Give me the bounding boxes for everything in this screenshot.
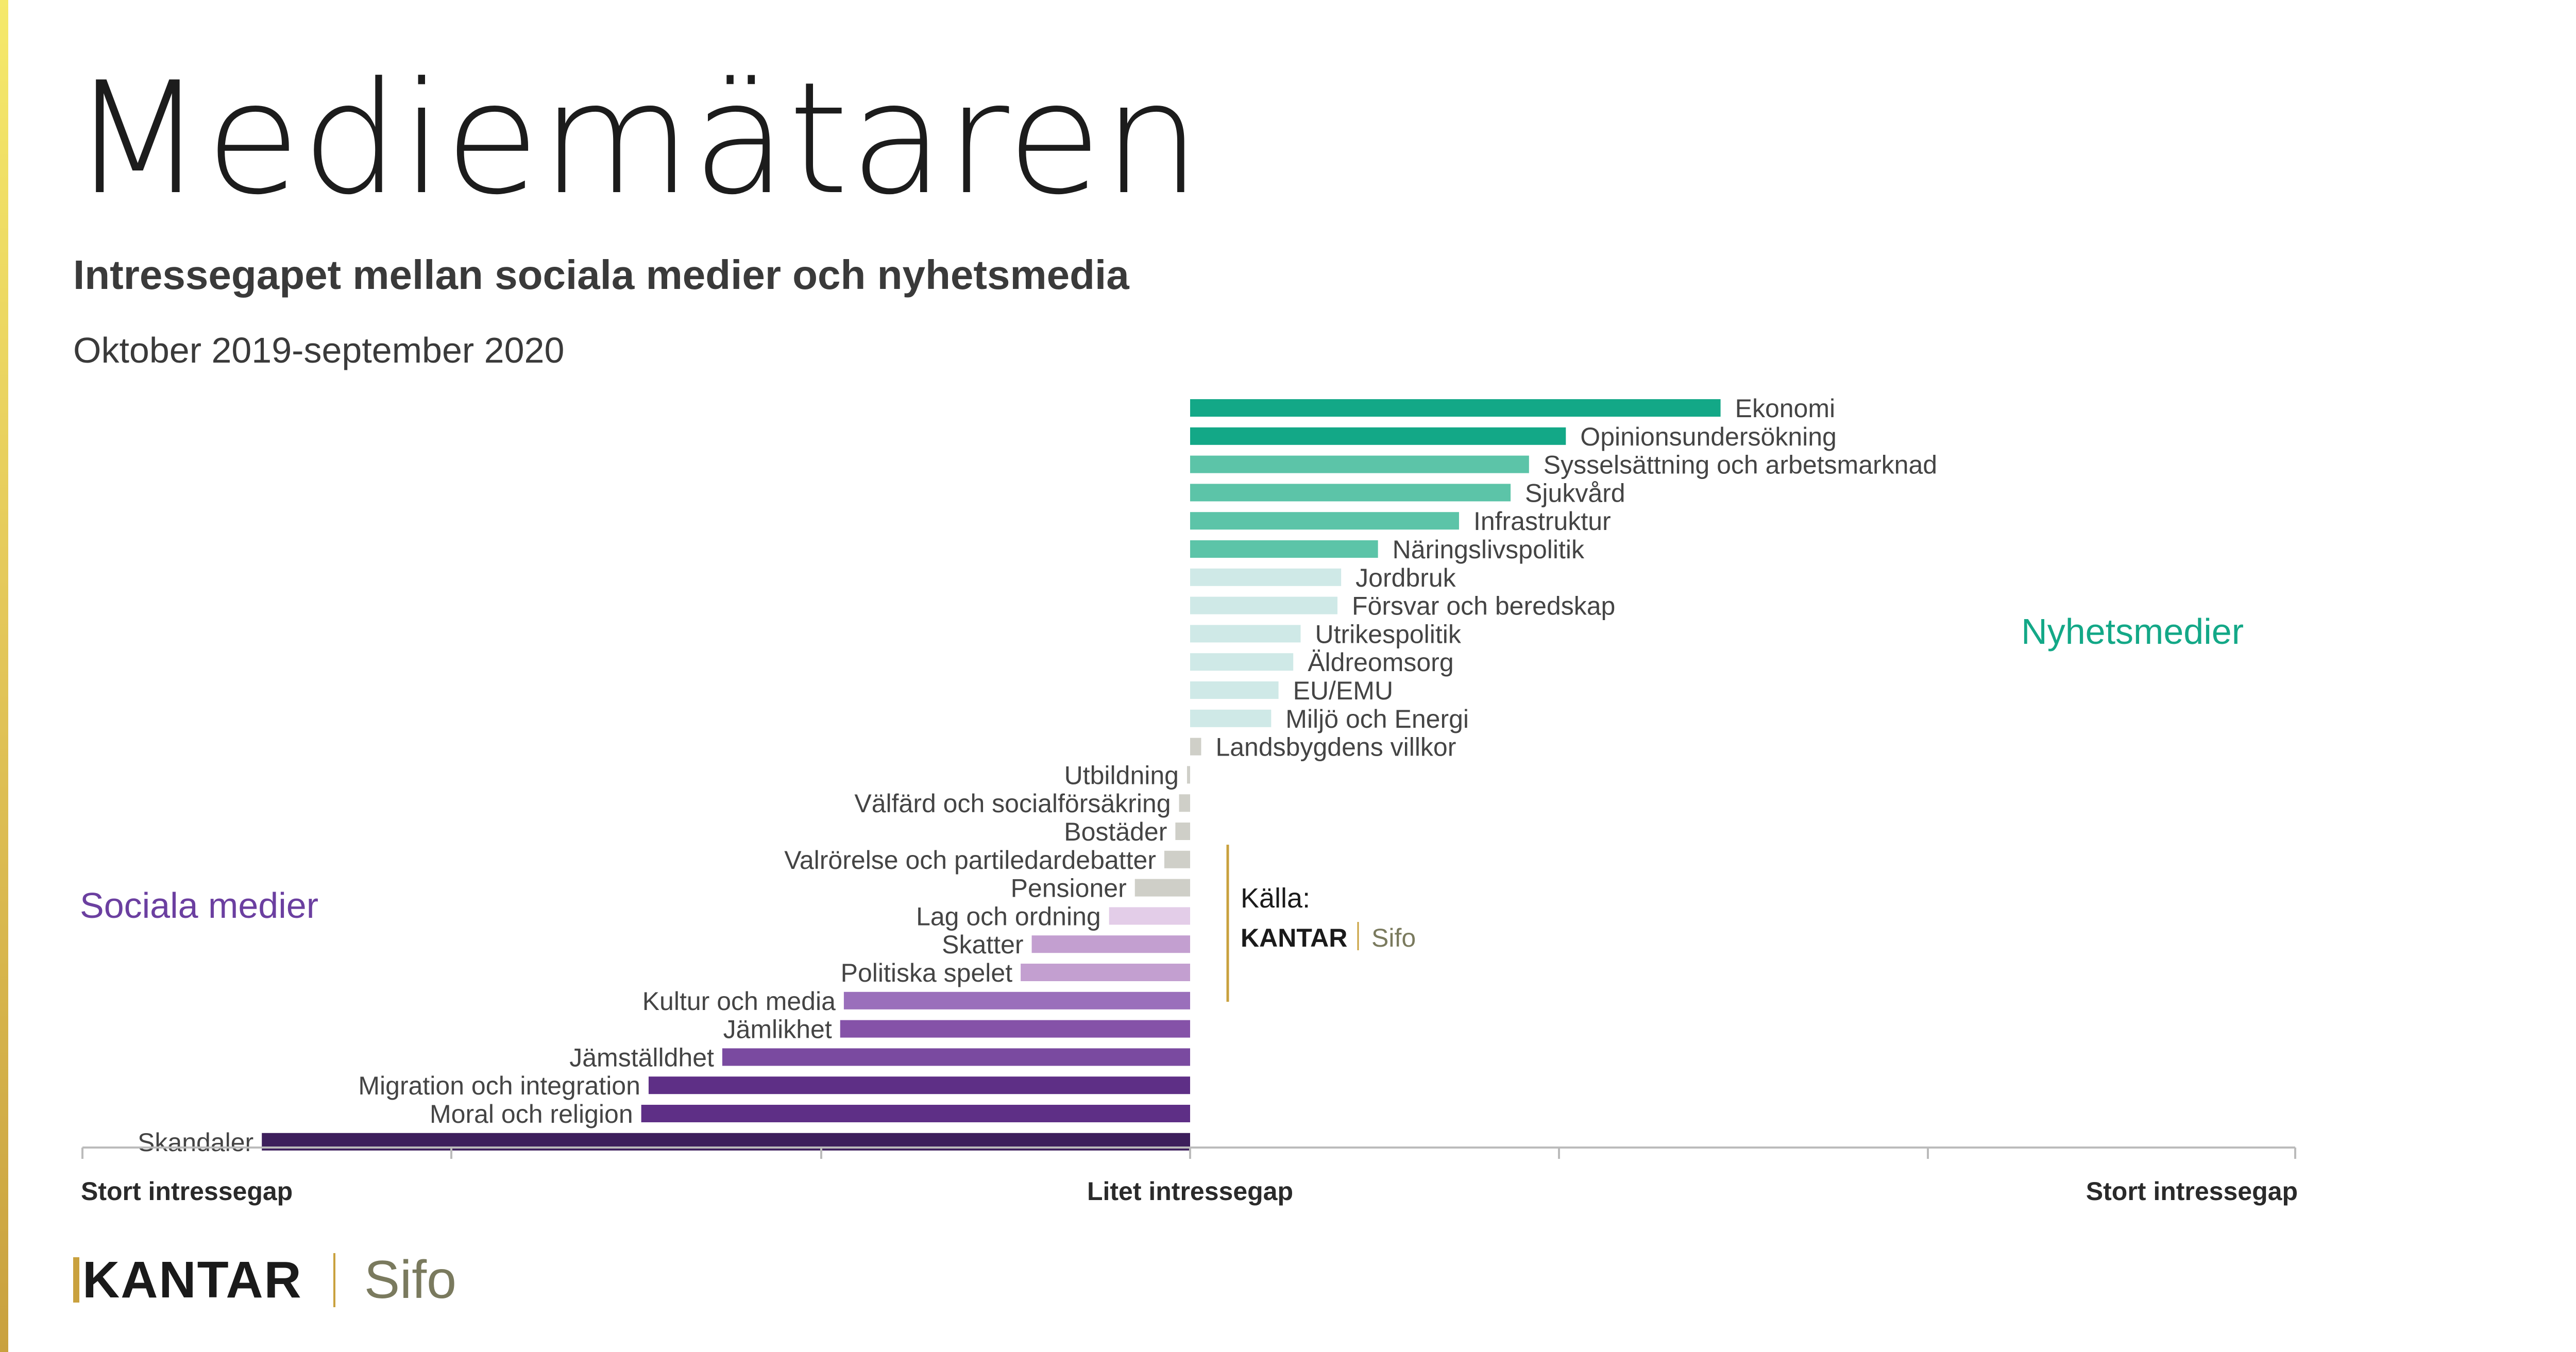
bar-landsbygdens-villkor [1190,738,1201,756]
bar-kultur-och-media [843,991,1190,1009]
bar-infrastruktur [1190,512,1459,530]
source-label: Källa: [1241,883,1310,914]
bar-valrörelse-och-partiledardebatter [1164,850,1190,868]
bar-label-ekonomi: Ekonomi [1735,394,1836,423]
bar-jämställdhet [722,1048,1190,1066]
page-title: Mediemätaren [71,49,1202,229]
x-tick-label-left: Stort intressegap [81,1177,293,1206]
bar-label-miljö-och-energi: Miljö och Energi [1285,705,1469,733]
bar-label-äldreomsorg: Äldreomsorg [1308,648,1453,677]
bar-lag-och-ordning [1109,907,1190,925]
bar-label-välfärd-och-socialförsäkring: Välfärd och socialförsäkring [854,789,1171,818]
bar-label-bostäder: Bostäder [1064,817,1167,846]
bar-skatter [1031,935,1190,953]
footer-sifo-logo: Sifo [364,1250,456,1310]
x-tick-label-right: Stort intressegap [2086,1177,2298,1206]
bar-label-sysselsättning-och-arbetsmarknad: Sysselsättning och arbetsmarknad [1544,451,1937,480]
bar-näringslivspolitik [1190,540,1378,558]
footer-kantar-logo: KANTAR [82,1251,302,1309]
bar-label-skandaler: Skandaler [138,1128,253,1157]
bar-label-politiska-spelet: Politiska spelet [841,959,1013,987]
bar-label-lag-och-ordning: Lag och ordning [916,902,1101,931]
bar-försvar-och-beredskap [1190,596,1337,614]
bar-label-sjukvård: Sjukvård [1525,478,1625,507]
group-label-social: Sociala medier [80,885,318,926]
bar-moral-och-religion [641,1105,1190,1122]
bar-utrikespolitik [1190,625,1301,643]
group-label-news: Nyhetsmedier [2021,611,2244,652]
bar-label-utbildning: Utbildning [1064,761,1179,790]
bar-jordbruk [1190,568,1342,586]
bar-label-infrastruktur: Infrastruktur [1473,507,1611,536]
bar-ekonomi [1190,399,1721,417]
source-kantar-logo: KANTAR [1241,923,1347,952]
bar-sysselsättning-och-arbetsmarknad [1190,455,1529,473]
bar-label-moral-och-religion: Moral och religion [430,1100,633,1128]
bar-label-näringslivspolitik: Näringslivspolitik [1393,535,1585,564]
bar-label-valrörelse-och-partiledardebatter: Valrörelse och partiledardebatter [784,846,1156,875]
bar-label-pensioner: Pensioner [1011,874,1127,903]
bar-label-jämställdhet: Jämställdhet [569,1043,714,1072]
bar-label-skatter: Skatter [942,930,1023,959]
bar-label-kultur-och-media: Kultur och media [642,987,836,1016]
bar-label-migration-och-integration: Migration och integration [358,1071,640,1100]
bar-label-eu-emu: EU/EMU [1293,676,1393,705]
bar-välfärd-och-socialförsäkring [1179,794,1190,812]
bar-label-försvar-och-beredskap: Försvar och beredskap [1352,592,1615,621]
bar-label-jämlikhet: Jämlikhet [723,1015,832,1044]
gold-accent-bar [0,0,8,1352]
kantar-mark-icon [73,1257,79,1303]
page-subtitle: Intressegapet mellan sociala medier och … [73,252,1129,298]
bar-label-opinionsundersökning: Opinionsundersökning [1580,422,1837,451]
bar-pensioner [1134,879,1190,897]
bar-miljö-och-energi [1190,709,1272,727]
bar-sjukvård [1190,484,1511,502]
bar-opinionsundersökning [1190,427,1566,445]
bar-eu-emu [1190,681,1279,699]
source-sifo-logo: Sifo [1371,923,1416,952]
bar-label-utrikespolitik: Utrikespolitik [1315,620,1462,648]
bar-bostäder [1175,823,1190,840]
footer-logo: KANTAR Sifo [73,1250,456,1310]
bar-politiska-spelet [1021,964,1190,981]
x-tick-label-center: Litet intressegap [1087,1177,1293,1206]
bar-jämlikhet [840,1020,1190,1038]
bar-äldreomsorg [1190,653,1294,671]
bar-label-jordbruk: Jordbruk [1355,563,1456,592]
bar-utbildning [1187,766,1190,784]
bar-migration-och-integration [648,1076,1190,1094]
bar-label-landsbygdens-villkor: Landsbygdens villkor [1215,733,1456,762]
period-label: Oktober 2019-september 2020 [73,330,565,370]
footer-divider [333,1253,335,1307]
